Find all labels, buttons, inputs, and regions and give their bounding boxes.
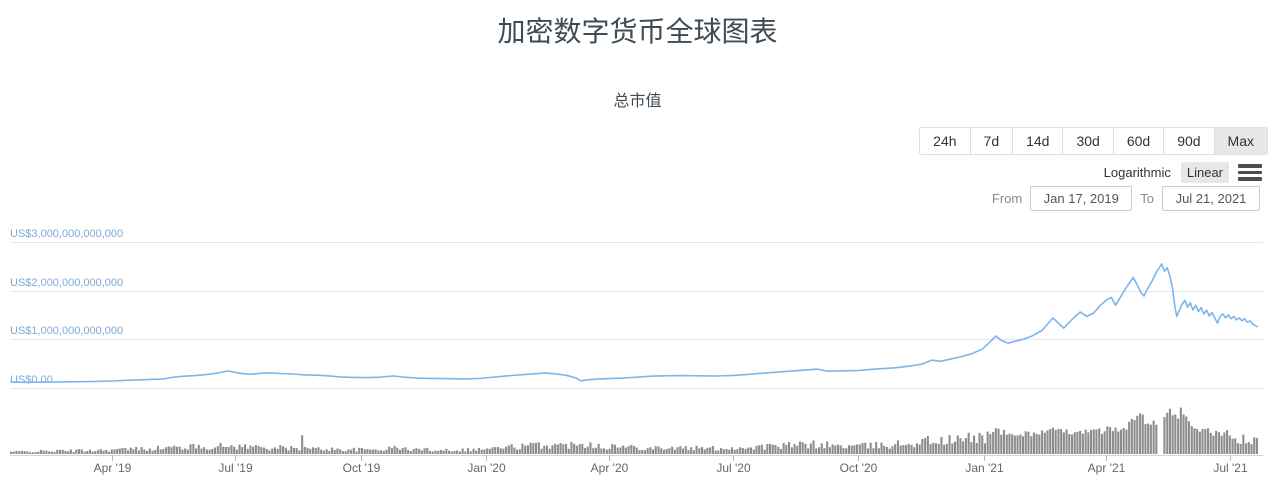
x-axis-label: Apr '21 (1087, 461, 1126, 475)
range-button-max[interactable]: Max (1213, 128, 1267, 154)
range-button-14d[interactable]: 14d (1012, 128, 1063, 154)
x-axis-label: Jul '19 (218, 461, 253, 475)
page-title: 加密数字货币全球图表 (497, 16, 778, 47)
scale-option-logarithmic[interactable]: Logarithmic (1103, 165, 1171, 180)
chart-subtitle: 总市值 (613, 93, 662, 110)
range-button-24h[interactable]: 24h (920, 128, 970, 154)
volume-bars (10, 407, 1258, 454)
x-axis-label: Jan '21 (965, 461, 1004, 475)
time-range-button-group: 24h 7d 14d 30d 60d 90d Max (919, 127, 1268, 155)
x-axis-label: Jul '21 (1213, 461, 1248, 475)
from-date-input[interactable] (1030, 186, 1133, 211)
y-axis-label: US$1,000,000,000,000 (10, 324, 124, 337)
x-axis-label: Jan '20 (467, 461, 506, 475)
x-axis-label: Oct '20 (839, 461, 878, 475)
hamburger-menu-icon (1238, 170, 1262, 175)
date-range-row: From To (992, 186, 1260, 211)
range-button-60d[interactable]: 60d (1112, 128, 1164, 154)
y-axis-label: US$2,000,000,000,000 (10, 276, 124, 289)
range-button-7d[interactable]: 7d (969, 128, 1013, 154)
x-axis-label: Oct '19 (342, 461, 381, 475)
range-button-90d[interactable]: 90d (1163, 128, 1214, 154)
hamburger-menu-icon (1238, 177, 1262, 181)
x-axis-label: Apr '19 (93, 461, 132, 475)
scale-toggle: Logarithmic Linear (1098, 162, 1229, 183)
scale-toggle-row: Logarithmic Linear (1098, 162, 1262, 183)
market-cap-line (10, 262, 1258, 384)
from-label: From (991, 191, 1023, 206)
x-axis-label: Apr '20 (590, 461, 629, 475)
range-button-30d[interactable]: 30d (1062, 128, 1113, 154)
hamburger-menu-icon (1238, 164, 1262, 168)
x-axis-label: Jul '20 (716, 461, 751, 475)
y-axis-label: US$3,000,000,000,000 (10, 227, 124, 240)
chart-menu-button[interactable] (1238, 164, 1262, 182)
to-date-input[interactable] (1162, 186, 1260, 211)
scale-option-linear[interactable]: Linear (1180, 162, 1229, 183)
to-label: To (1140, 191, 1154, 206)
